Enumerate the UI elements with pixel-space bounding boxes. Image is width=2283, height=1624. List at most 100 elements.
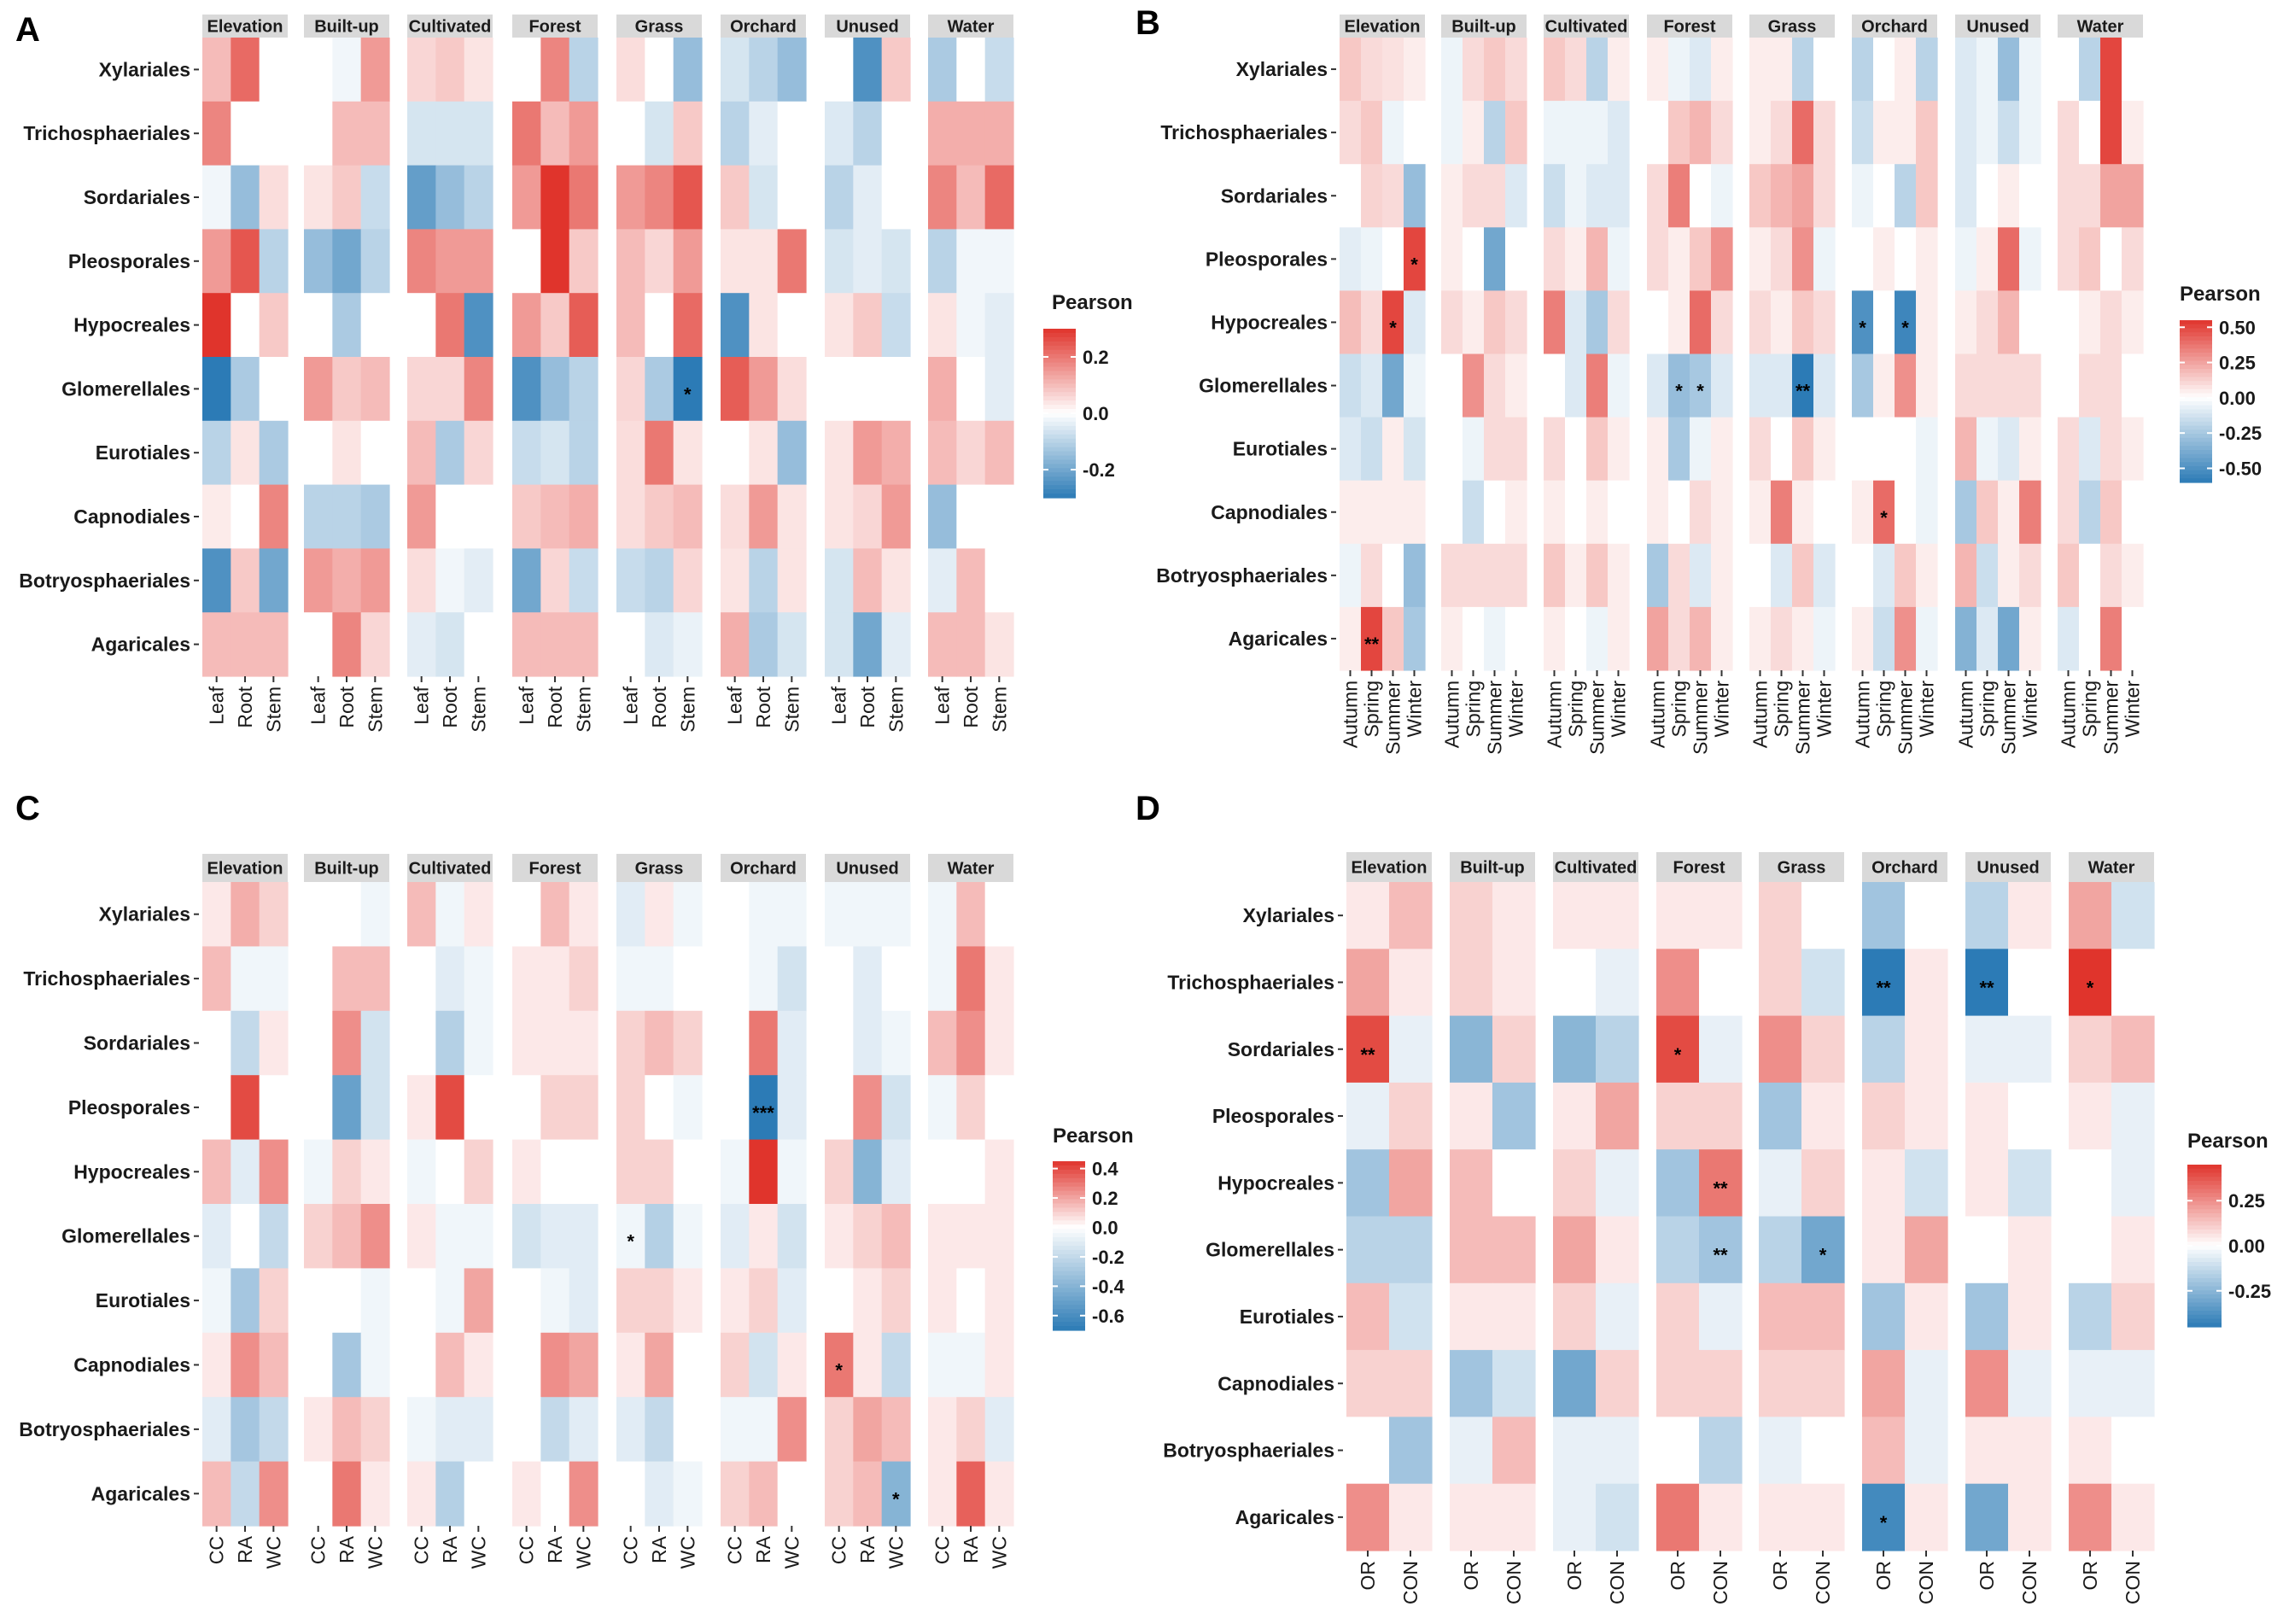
heat-cell bbox=[1596, 882, 1639, 949]
heat-cell bbox=[1492, 882, 1536, 949]
significance-star: * bbox=[1410, 254, 1418, 275]
heat-cell bbox=[304, 1204, 333, 1269]
heat-cell bbox=[721, 612, 750, 677]
heat-cell bbox=[1586, 38, 1609, 102]
heat-cell bbox=[2100, 480, 2122, 545]
heat-cell bbox=[1690, 101, 1712, 165]
facet-label: Grass bbox=[1778, 859, 1826, 878]
heat-cell bbox=[825, 1139, 854, 1205]
heat-cell bbox=[1813, 543, 1836, 608]
heat-cell bbox=[1699, 1483, 1743, 1551]
heat-cell bbox=[1596, 1082, 1639, 1150]
legend-tick-label: 0.00 bbox=[2228, 1236, 2265, 1257]
heat-cell bbox=[540, 293, 570, 358]
heat-cell bbox=[1759, 949, 1802, 1017]
facet-forest: Forest Leaf Root Stem bbox=[512, 15, 598, 733]
legend-gradient-step bbox=[1043, 459, 1076, 464]
heat-cell bbox=[1340, 227, 1362, 291]
facet-label: Grass bbox=[635, 18, 684, 37]
heat-cell bbox=[435, 420, 465, 486]
heat-cell bbox=[304, 946, 333, 1012]
heat-cell bbox=[1771, 480, 1793, 545]
heat-cell bbox=[777, 484, 807, 549]
legend-gradient-step bbox=[1043, 358, 1076, 364]
heat-cell bbox=[881, 1139, 911, 1205]
heat-cell bbox=[1553, 1082, 1597, 1150]
legend-gradient-step bbox=[1043, 413, 1076, 418]
heat-cell bbox=[464, 229, 493, 294]
facet-strip bbox=[1450, 852, 1535, 882]
legend-gradient-step bbox=[2187, 1253, 2222, 1259]
heat-cell bbox=[1596, 949, 1639, 1017]
heat-cell bbox=[2122, 38, 2144, 102]
heat-cell bbox=[956, 101, 986, 166]
heat-cell bbox=[749, 1010, 779, 1076]
facet-strip bbox=[1749, 15, 1835, 38]
heat-cell bbox=[202, 612, 231, 677]
heat-cell bbox=[569, 1397, 598, 1463]
heat-cell bbox=[2111, 1417, 2155, 1485]
heat-cell bbox=[956, 1397, 986, 1463]
heat-cell bbox=[1916, 164, 1938, 228]
facet-strip bbox=[202, 854, 288, 882]
heat-cell bbox=[1441, 480, 1463, 545]
heat-cell bbox=[1965, 1483, 2009, 1551]
heat-cell bbox=[777, 1010, 807, 1076]
legend-gradient-step bbox=[1043, 396, 1076, 401]
heat-cell bbox=[202, 548, 231, 613]
heat-cell bbox=[1771, 164, 1793, 228]
heat-cell bbox=[984, 165, 1014, 230]
x-tick-label: Stem bbox=[885, 686, 907, 733]
heat-cell bbox=[1463, 38, 1485, 102]
x-tick-label: Leaf bbox=[620, 686, 642, 724]
heat-cell bbox=[464, 101, 493, 166]
heat-cell bbox=[2122, 101, 2144, 165]
heat-cell bbox=[512, 293, 541, 358]
heat-cell bbox=[259, 1397, 289, 1463]
heat-cell bbox=[1749, 353, 1772, 418]
facet-strip bbox=[928, 854, 1013, 882]
heat-cell bbox=[231, 1268, 260, 1334]
heat-cell bbox=[1441, 417, 1463, 482]
heat-cell bbox=[673, 165, 703, 230]
y-tick-label: Eurotiales bbox=[1240, 1306, 1334, 1328]
y-tick-label: Agaricales bbox=[1235, 1506, 1334, 1528]
heat-cell bbox=[231, 1010, 260, 1076]
legend-gradient-step bbox=[2187, 1278, 2222, 1283]
heat-cell bbox=[1382, 543, 1404, 608]
heat-cell bbox=[259, 420, 289, 486]
heat-cell bbox=[1711, 227, 1733, 291]
heat-cell bbox=[464, 1461, 493, 1527]
facet-built-up: Built-up Autumn Spring Summer Winter bbox=[1441, 15, 1527, 755]
legend-tick-label: 0.25 bbox=[2228, 1190, 2265, 1212]
heat-cell bbox=[1895, 480, 1917, 545]
heat-cell bbox=[1711, 38, 1733, 102]
heat-cell bbox=[2058, 417, 2080, 482]
x-tick-label: RA bbox=[544, 1535, 566, 1563]
legend-gradient-step bbox=[2180, 462, 2212, 467]
legend-gradient-step bbox=[1053, 1279, 1085, 1285]
heat-cell bbox=[1346, 882, 1390, 949]
heat-cell bbox=[956, 357, 986, 422]
x-tick-label: Spring bbox=[1565, 681, 1587, 737]
heat-cell bbox=[1965, 1350, 2009, 1417]
x-tick-label: Winter bbox=[1813, 681, 1836, 738]
x-tick-label: Winter bbox=[1505, 681, 1527, 738]
significance-star: * bbox=[892, 1488, 900, 1510]
heat-cell bbox=[1759, 1015, 1802, 1084]
legend-gradient-step bbox=[2180, 466, 2212, 471]
heat-cell bbox=[1749, 543, 1772, 608]
heat-cell bbox=[1916, 101, 1938, 165]
heat-cell bbox=[1450, 1082, 1493, 1150]
legend-gradient-step bbox=[1043, 464, 1076, 469]
heat-cell bbox=[1346, 949, 1390, 1017]
heat-cell bbox=[1801, 1417, 1845, 1485]
heat-cell bbox=[616, 420, 645, 486]
heat-cell bbox=[1596, 1149, 1639, 1218]
heat-cell bbox=[259, 1139, 289, 1205]
legend-gradient-step bbox=[2187, 1282, 2222, 1288]
x-tick-label: Winter bbox=[2019, 681, 2041, 738]
heat-cell bbox=[616, 882, 645, 947]
x-tick-label: CON bbox=[1915, 1561, 1937, 1604]
heat-cell bbox=[1450, 1350, 1493, 1417]
